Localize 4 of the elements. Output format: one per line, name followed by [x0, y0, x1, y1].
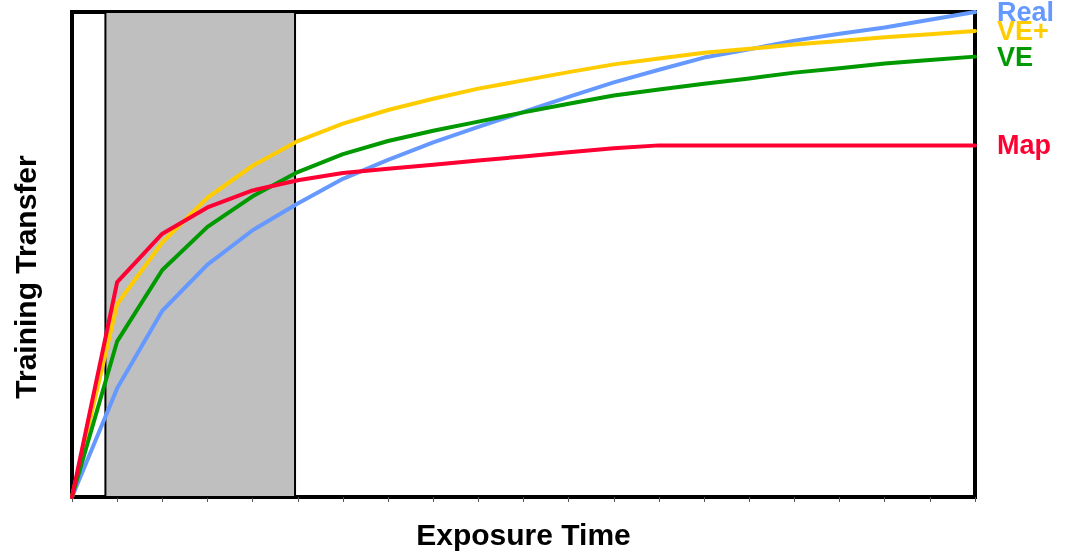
series-label: Map: [997, 130, 1051, 161]
series-label: VE: [997, 41, 1034, 72]
x-axis-title: Exposure Time: [416, 517, 631, 551]
y-axis-title: Training Transfer: [8, 154, 42, 399]
